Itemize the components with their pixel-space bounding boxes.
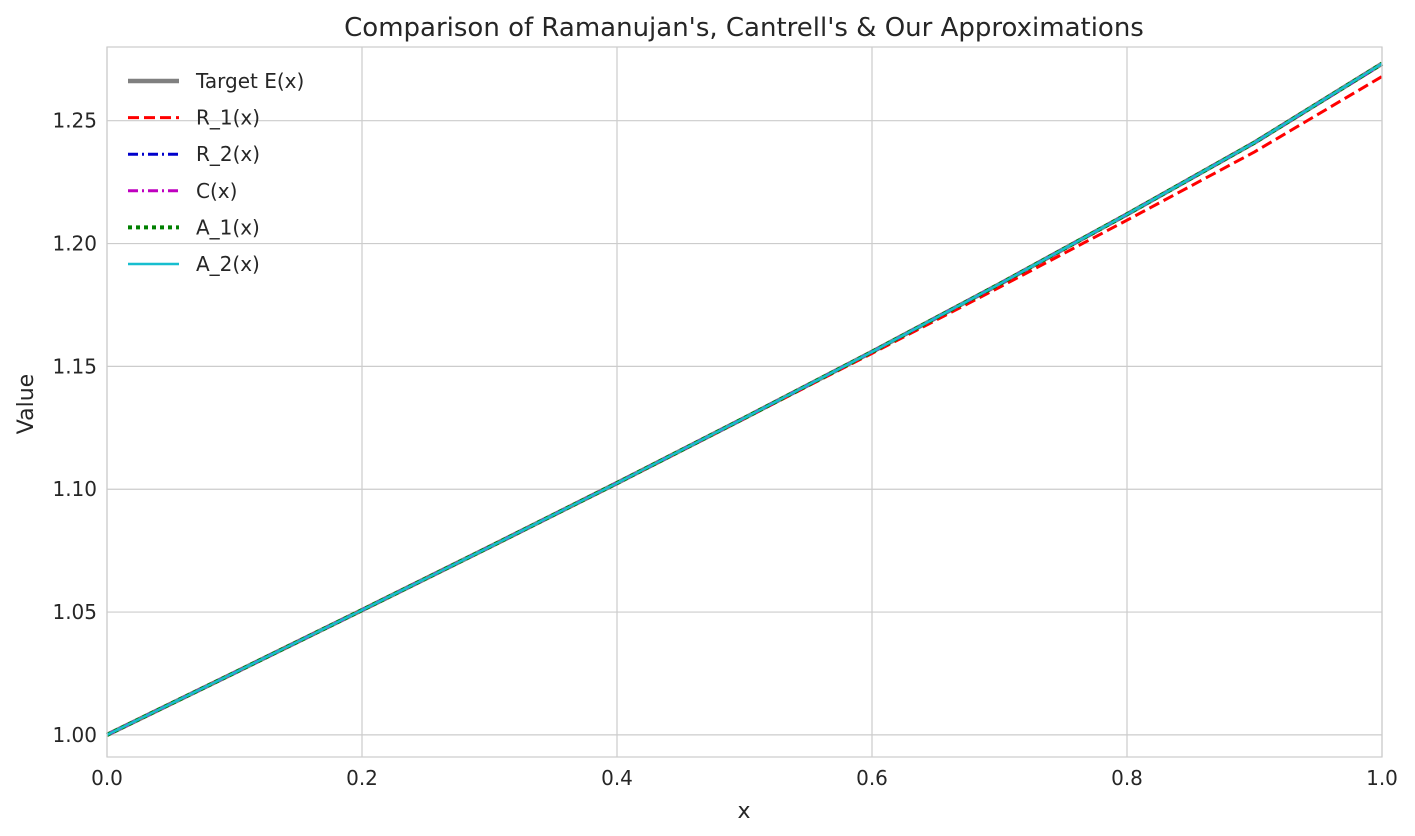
series-lines [106, 61, 1384, 737]
series-line-target-e-x [106, 61, 1384, 737]
tick-labels: 0.0 0.2 0.4 0.6 0.8 1.0 1.00 1.05 1.10 1.15 1.20 1.… [52, 109, 1397, 790]
legend-label-c-x: C(x) [196, 179, 237, 203]
x-tick-label: 0.8 [1111, 766, 1143, 790]
y-tick-label: 1.25 [52, 109, 97, 133]
y-tick-label: 1.10 [52, 477, 97, 501]
grid-lines [106, 47, 1383, 757]
chart-title: Comparison of Ramanujan's, Cantrell's & … [344, 13, 1144, 43]
y-tick-label: 1.20 [52, 232, 97, 256]
y-tick-label: 1.00 [52, 723, 97, 747]
legend-label-r-2-x: R_2(x) [196, 142, 260, 166]
legend-label-a-1-x: A_1(x) [196, 215, 260, 239]
series-line-c-x [106, 62, 1383, 737]
series-line-r-1-x [106, 75, 1383, 737]
series-line-a-1-x [106, 62, 1384, 737]
series-line-r-2-x [106, 62, 1383, 737]
legend-label-a-2-x: A_2(x) [196, 252, 260, 276]
series-line-a-2-x [106, 62, 1383, 737]
x-tick-label: 1.0 [1366, 766, 1398, 790]
x-tick-label: 0.4 [601, 766, 633, 790]
x-tick-label: 0.6 [856, 766, 888, 790]
y-axis-label: Value [14, 374, 39, 434]
plot-frame [106, 46, 1383, 758]
x-tick-label: 0.0 [91, 766, 123, 790]
legend: Target E(x) R_1(x) R_2(x) C(x) A_1(x) A_2(x) [128, 69, 304, 276]
x-tick-label: 0.2 [346, 766, 378, 790]
legend-label-target-e-x: Target E(x) [195, 69, 304, 93]
x-axis-label: x [737, 799, 750, 824]
y-tick-label: 1.05 [52, 600, 97, 624]
legend-label-r-1-x: R_1(x) [196, 106, 260, 130]
y-tick-label: 1.15 [52, 354, 97, 378]
